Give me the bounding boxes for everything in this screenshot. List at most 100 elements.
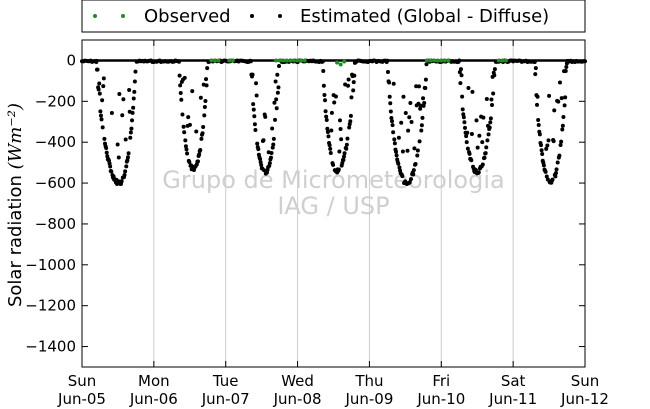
observed-point: [335, 60, 340, 65]
observed-point: [435, 58, 440, 63]
estimated-point: [198, 147, 203, 152]
y-tick-label: −1400: [25, 338, 76, 356]
estimated-point: [346, 83, 351, 88]
estimated-point: [273, 79, 278, 84]
estimated-point: [535, 94, 540, 99]
estimated-point: [552, 108, 557, 113]
estimated-point: [275, 72, 280, 77]
observed-point: [209, 58, 214, 63]
estimated-point: [95, 67, 100, 72]
estimated-point: [122, 172, 127, 177]
estimated-point: [271, 142, 276, 147]
estimated-point: [411, 172, 416, 177]
estimated-point: [183, 138, 188, 143]
estimated-point: [338, 126, 343, 131]
estimated-point: [182, 130, 187, 135]
estimated-point: [477, 133, 482, 138]
estimated-point: [324, 114, 329, 119]
estimated-point: [562, 103, 567, 108]
estimated-point: [348, 113, 353, 118]
estimated-point: [417, 84, 422, 89]
observed-point: [446, 58, 451, 63]
estimated-point: [98, 113, 103, 118]
estimated-point: [411, 168, 416, 173]
observed-point: [281, 58, 286, 63]
estimated-point: [564, 65, 569, 70]
legend-marker-observed: [93, 14, 97, 18]
estimated-point: [485, 138, 490, 143]
y-axis-label-text: Solar radiation: [5, 175, 26, 307]
estimated-point: [555, 160, 560, 165]
estimated-point: [268, 155, 273, 160]
estimated-point: [408, 177, 413, 182]
estimated-point: [462, 120, 467, 125]
estimated-point: [492, 73, 497, 78]
estimated-point: [333, 94, 338, 99]
estimated-point: [187, 159, 192, 164]
estimated-point: [329, 128, 334, 133]
estimated-point: [489, 97, 494, 102]
estimated-point: [460, 94, 465, 99]
estimated-point: [413, 161, 418, 166]
estimated-point: [203, 98, 208, 103]
estimated-point: [469, 131, 474, 136]
estimated-point: [558, 143, 563, 148]
estimated-point: [123, 137, 128, 142]
estimated-point: [121, 97, 126, 102]
estimated-point: [277, 64, 282, 69]
estimated-point: [466, 85, 471, 90]
estimated-point: [396, 135, 401, 140]
estimated-point: [557, 153, 562, 158]
y-tick-label: −400: [35, 133, 76, 151]
estimated-point: [403, 111, 408, 116]
estimated-point: [348, 119, 353, 124]
estimated-point: [274, 106, 279, 111]
estimated-point: [419, 128, 424, 133]
estimated-point: [396, 161, 401, 166]
estimated-point: [204, 77, 209, 82]
estimated-point: [533, 66, 538, 71]
estimated-point: [385, 69, 390, 74]
estimated-point: [400, 149, 405, 154]
estimated-point: [387, 94, 392, 99]
estimated-point: [195, 159, 200, 164]
legend-marker-observed: [121, 14, 125, 18]
estimated-point: [130, 118, 135, 123]
estimated-point: [540, 152, 545, 157]
estimated-point: [178, 90, 183, 95]
estimated-point: [488, 120, 493, 125]
estimated-point: [341, 158, 346, 163]
estimated-point: [201, 125, 206, 130]
estimated-point: [492, 67, 497, 72]
estimated-point: [406, 128, 411, 133]
estimated-point: [323, 98, 328, 103]
estimated-point: [184, 147, 189, 152]
estimated-point: [475, 145, 480, 150]
estimated-point: [461, 115, 466, 120]
legend-marker-estimated: [278, 14, 282, 18]
estimated-point: [187, 122, 192, 127]
x-tick-label-date: Jun-07: [201, 390, 250, 408]
estimated-point: [545, 143, 550, 148]
x-tick-label-day: Fri: [432, 372, 450, 390]
estimated-point: [553, 171, 558, 176]
estimated-point: [397, 165, 402, 170]
observed-point: [284, 58, 289, 63]
estimated-point: [101, 76, 106, 81]
estimated-point: [560, 123, 565, 128]
estimated-point: [417, 139, 422, 144]
estimated-point: [541, 163, 546, 168]
estimated-point: [178, 83, 183, 88]
estimated-point: [490, 102, 495, 107]
estimated-point: [394, 153, 399, 158]
estimated-point: [473, 168, 478, 173]
estimated-point: [352, 60, 357, 65]
estimated-point: [272, 100, 277, 105]
estimated-point: [275, 90, 280, 95]
estimated-point: [324, 117, 329, 122]
y-tick-label: 0: [66, 51, 76, 69]
estimated-point: [250, 72, 255, 77]
estimated-point: [261, 138, 266, 143]
observed-point: [288, 58, 293, 63]
observed-point: [274, 58, 279, 63]
